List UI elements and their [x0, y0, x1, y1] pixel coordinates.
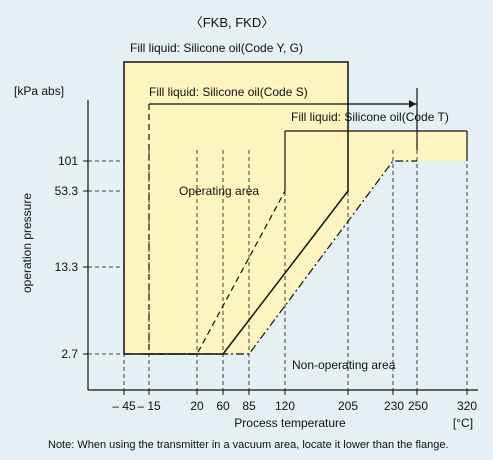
x-tick-label-8: 250 [408, 399, 428, 413]
x-tick-label-5: 120 [275, 399, 295, 413]
y-axis-title: operation pressure [20, 193, 34, 293]
range-arrowhead-code-s [409, 100, 416, 108]
x-tick-label-2: 20 [190, 399, 204, 413]
series-label-code-t: Fill liquid: Silicone oil(Code T) [291, 110, 449, 124]
range-arrows-group [149, 88, 468, 191]
y-tick-label-1: 13.3 [55, 260, 79, 274]
axes-group [83, 100, 478, 395]
series-label-code-y-g: Fill liquid: Silicone oil(Code Y, G) [130, 41, 303, 55]
x-tick-label-0: – 45 [112, 399, 136, 413]
x-tick-label-4: 85 [242, 399, 256, 413]
chart-title: 〈FKB, FKD〉 [190, 15, 275, 30]
x-tick-label-6: 205 [338, 399, 358, 413]
x-tick-label-1: – 15 [137, 399, 161, 413]
x-unit-label: [°C] [453, 416, 473, 430]
operating-area-fill-group [124, 62, 467, 354]
y-unit-label: [kPa abs] [14, 84, 64, 98]
x-axis-title: Process temperature [234, 416, 346, 430]
operating-area-label: Operating area [179, 184, 259, 198]
series-label-code-s: Fill liquid: Silicone oil(Code S) [149, 85, 308, 99]
operating-area-fill [124, 62, 467, 354]
x-tick-label-3: 60 [216, 399, 230, 413]
x-tick-label-7: 230 [384, 399, 404, 413]
text-group: 〈FKB, FKD〉 [kPa abs] operation pressure … [14, 15, 477, 451]
y-tick-label-0: 2.7 [61, 347, 78, 361]
y-tick-label-3: 101 [58, 154, 78, 168]
series-line-code-t [124, 160, 417, 355]
y-tick-label-2: 53.3 [55, 184, 79, 198]
footnote: Note: When using the transmitter in a va… [48, 439, 449, 451]
non-operating-area-label: Non-operating area [292, 358, 396, 372]
x-tick-label-9: 320 [457, 399, 477, 413]
series-lines-group [123, 61, 417, 355]
